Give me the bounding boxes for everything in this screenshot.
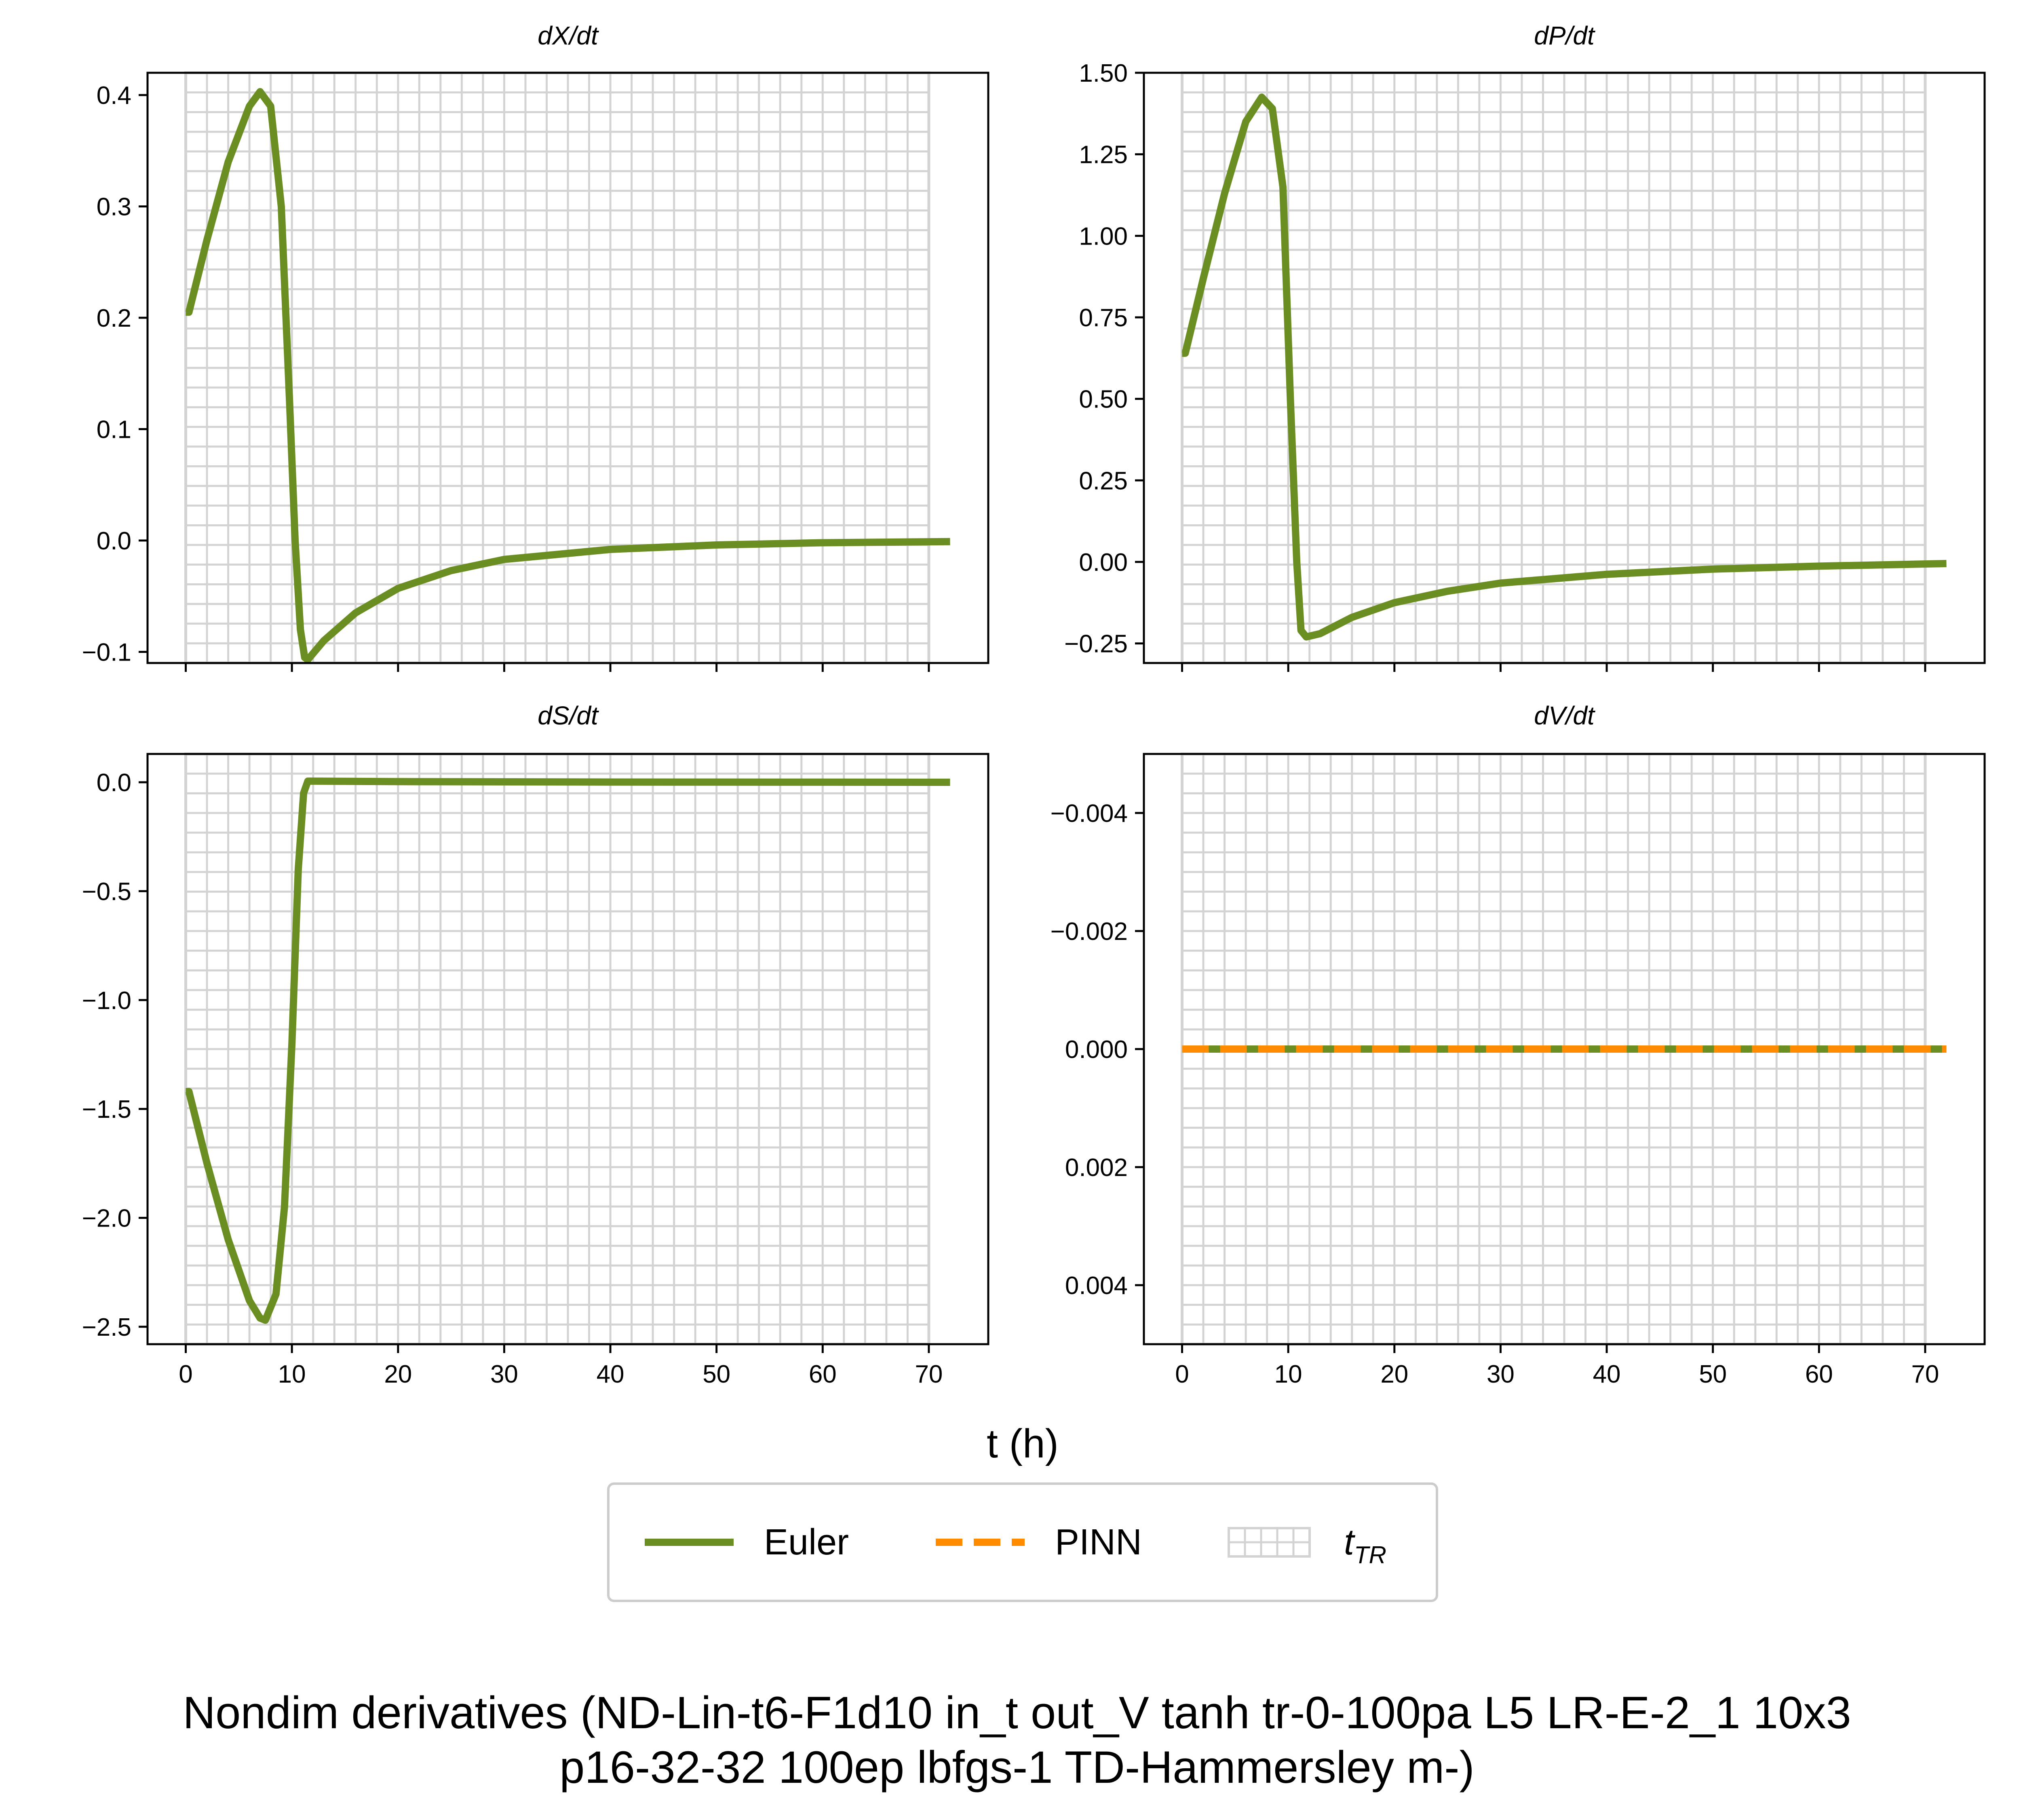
x-tick-label: 20	[384, 1360, 412, 1388]
series-line-euler	[185, 88, 950, 663]
y-tick-label: −1.5	[82, 1096, 131, 1123]
axes-frame	[146, 753, 989, 1345]
x-axis-label: t (h)	[987, 1421, 1059, 1466]
x-tick-label: 60	[1805, 1360, 1833, 1388]
legend-label-euler: Euler	[764, 1522, 849, 1562]
x-tick-label: 50	[1699, 1360, 1727, 1388]
panel-dpdt: dP/dt −0.25 0.00 0.25 0.50 0.75 1.00 1.25 1.50	[1064, 21, 1986, 672]
legend: Euler PINN tTR	[607, 1482, 1438, 1602]
x-tick-label: 10	[278, 1360, 306, 1388]
x-tick-label: 0	[179, 1360, 192, 1388]
x-tick-label: 0	[1175, 1360, 1189, 1388]
panel-dsdt: dS/dt 0 10 20 30 40 50 60 70 −2.5 −2.0 −1.5 −1.0 −0.…	[82, 701, 989, 1388]
series-line-euler	[185, 777, 950, 1324]
ttr-grid	[1181, 71, 1927, 665]
axes-frame	[146, 72, 989, 664]
panel-dxdt: dX/dt −0.1 0.0 0.1 0.2 0.3 0.4	[82, 21, 989, 672]
x-tick-label: 40	[1593, 1360, 1621, 1388]
panel-title: dP/dt	[1534, 21, 1595, 50]
y-tick-label: −2.5	[82, 1313, 131, 1341]
series-line-euler	[1181, 93, 1947, 641]
x-tick-label: 70	[915, 1360, 943, 1388]
ttr-grid	[184, 71, 930, 665]
y-tick-label: 1.50	[1079, 59, 1128, 87]
y-tick-label: 1.25	[1079, 141, 1128, 169]
panel-title: dV/dt	[1534, 701, 1595, 730]
ttr-grid	[184, 752, 930, 1346]
y-tick-label: 0.002	[1065, 1154, 1128, 1182]
x-tick-label: 10	[1274, 1360, 1302, 1388]
x-tick-label: 50	[702, 1360, 730, 1388]
y-tick-label: −0.5	[82, 878, 131, 906]
x-tick-label: 60	[809, 1360, 837, 1388]
x-tick-label: 40	[597, 1360, 624, 1388]
y-tick-label: 0.0	[97, 769, 131, 797]
y-tick-label: 0.50	[1079, 386, 1128, 414]
figure-suptitle-line-1: Nondim derivatives (ND-Lin-t6-F1d10 in_t…	[183, 1687, 1851, 1738]
legend-swatch-ttr	[1228, 1527, 1311, 1558]
figure-suptitle-line-2: p16-32-32 100ep lbfgs-1 TD-Hammersley m-…	[559, 1742, 1475, 1793]
y-tick-label: 0.25	[1079, 467, 1128, 495]
axes-frame	[1143, 72, 1986, 664]
y-tick-label: 0.3	[97, 193, 131, 221]
y-tick-label: −1.0	[82, 987, 131, 1015]
legend-label-ttr: tTR	[1344, 1522, 1386, 1569]
y-tick-label: 0.00	[1079, 549, 1128, 576]
y-tick-label: −0.004	[1051, 800, 1128, 828]
y-tick-label: 0.000	[1065, 1036, 1128, 1064]
y-tick-label: 0.004	[1065, 1272, 1128, 1300]
y-tick-label: −0.002	[1051, 918, 1128, 946]
x-tick-label: 20	[1380, 1360, 1408, 1388]
y-tick-label: −2.0	[82, 1205, 131, 1233]
legend-label-pinn: PINN	[1055, 1522, 1142, 1562]
panel-title: dX/dt	[538, 21, 599, 50]
y-tick-label: 0.1	[97, 416, 131, 444]
x-tick-label: 30	[1487, 1360, 1515, 1388]
x-tick-label: 70	[1911, 1360, 1939, 1388]
y-tick-label: 0.4	[97, 82, 131, 110]
x-tick-label: 30	[490, 1360, 518, 1388]
y-tick-label: −0.25	[1064, 630, 1128, 658]
y-tick-label: 0.75	[1079, 304, 1128, 332]
y-tick-label: 0.0	[97, 527, 131, 555]
y-tick-label: 0.2	[97, 304, 131, 332]
y-tick-label: −0.1	[82, 638, 131, 666]
panel-dvdt: dV/dt 0 10 20 30 40 50 60 70 −0.004 −0.002 0.000 0.…	[1051, 701, 1986, 1388]
y-tick-label: 1.00	[1079, 222, 1128, 250]
panel-title: dS/dt	[538, 701, 599, 730]
